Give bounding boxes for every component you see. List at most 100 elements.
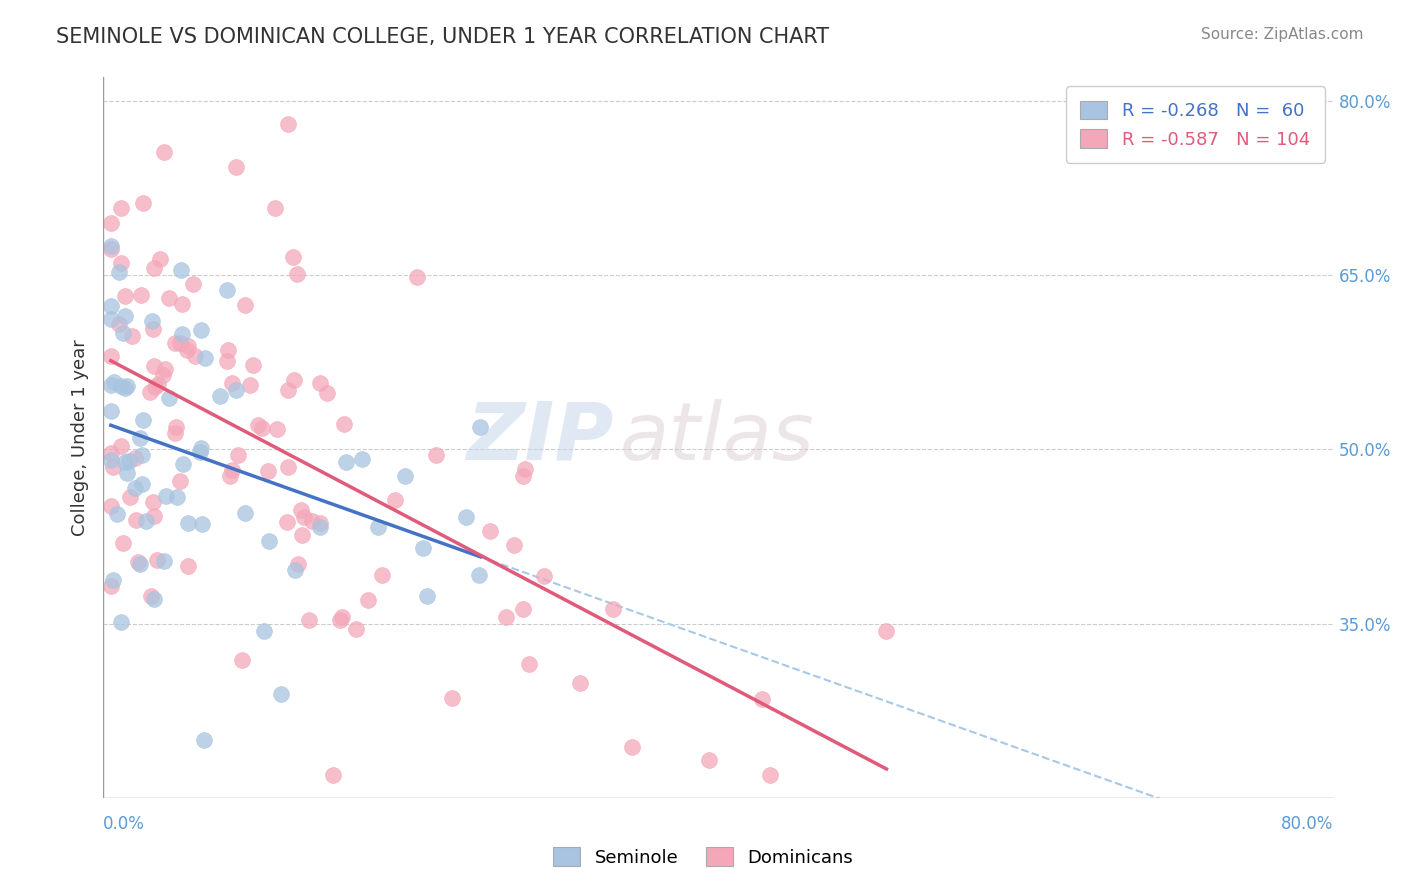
- Point: [110, 615, 132, 629]
- Point: [219, 468, 242, 483]
- Text: 80.0%: 80.0%: [1281, 815, 1334, 833]
- Point: [190, 323, 212, 337]
- Point: [193, 732, 215, 747]
- Point: [384, 493, 406, 508]
- Point: [142, 592, 165, 607]
- Point: [226, 448, 249, 462]
- Point: [129, 431, 152, 445]
- Point: [124, 513, 146, 527]
- Point: [253, 624, 276, 638]
- Point: [142, 322, 165, 336]
- Point: [165, 336, 187, 351]
- Point: [120, 490, 142, 504]
- Point: [503, 538, 526, 552]
- Point: [129, 557, 152, 571]
- Point: [209, 389, 232, 403]
- Point: [176, 343, 198, 358]
- Point: [751, 692, 773, 706]
- Point: [350, 452, 373, 467]
- Point: [145, 552, 167, 566]
- Point: [134, 514, 156, 528]
- Point: [264, 202, 287, 216]
- Point: [332, 417, 354, 431]
- Point: [153, 145, 176, 159]
- Point: [149, 252, 172, 266]
- Point: [100, 446, 122, 460]
- Point: [308, 519, 330, 533]
- Point: [277, 383, 299, 397]
- Point: [143, 261, 166, 276]
- Point: [166, 490, 188, 504]
- Point: [100, 452, 122, 467]
- Point: [292, 510, 315, 524]
- Point: [217, 284, 239, 298]
- Point: [412, 541, 434, 555]
- Point: [330, 609, 353, 624]
- Point: [121, 329, 143, 343]
- Point: [291, 528, 314, 542]
- Point: [250, 421, 273, 435]
- Point: [371, 568, 394, 582]
- Point: [110, 201, 132, 215]
- Point: [533, 568, 555, 582]
- Point: [143, 379, 166, 393]
- Point: [108, 265, 131, 279]
- Point: [177, 339, 200, 353]
- Point: [105, 507, 128, 521]
- Point: [129, 288, 152, 302]
- Point: [221, 376, 243, 390]
- Point: [284, 563, 307, 577]
- Point: [225, 160, 247, 174]
- Point: [367, 520, 389, 534]
- Point: [141, 314, 163, 328]
- Point: [239, 378, 262, 392]
- Point: [110, 379, 132, 393]
- Point: [512, 468, 534, 483]
- Point: [131, 477, 153, 491]
- Point: [346, 623, 368, 637]
- Point: [322, 767, 344, 781]
- Point: [468, 568, 491, 582]
- Point: [225, 383, 247, 397]
- Point: [112, 326, 135, 340]
- Point: [115, 466, 138, 480]
- Point: [142, 509, 165, 524]
- Point: [470, 420, 492, 434]
- Point: [114, 289, 136, 303]
- Point: [177, 559, 200, 574]
- Point: [101, 459, 124, 474]
- Point: [515, 462, 537, 476]
- Point: [172, 326, 194, 341]
- Point: [100, 404, 122, 418]
- Point: [139, 590, 162, 604]
- Point: [152, 368, 174, 382]
- Point: [128, 555, 150, 569]
- Point: [131, 448, 153, 462]
- Point: [217, 353, 239, 368]
- Point: [143, 359, 166, 374]
- Point: [101, 574, 124, 588]
- Point: [257, 533, 280, 548]
- Point: [416, 589, 439, 603]
- Point: [357, 593, 380, 607]
- Point: [277, 117, 299, 131]
- Point: [308, 516, 330, 531]
- Point: [100, 311, 122, 326]
- Point: [148, 377, 170, 392]
- Point: [602, 602, 624, 616]
- Point: [394, 469, 416, 483]
- Point: [157, 391, 180, 405]
- Point: [177, 516, 200, 530]
- Point: [165, 419, 187, 434]
- Point: [569, 676, 592, 690]
- Point: [108, 318, 131, 332]
- Point: [287, 557, 309, 571]
- Point: [217, 343, 239, 357]
- Point: [425, 448, 447, 462]
- Point: [169, 336, 191, 351]
- Point: [110, 439, 132, 453]
- Point: [100, 350, 122, 364]
- Point: [100, 579, 122, 593]
- Text: atlas: atlas: [620, 399, 814, 476]
- Point: [329, 613, 352, 627]
